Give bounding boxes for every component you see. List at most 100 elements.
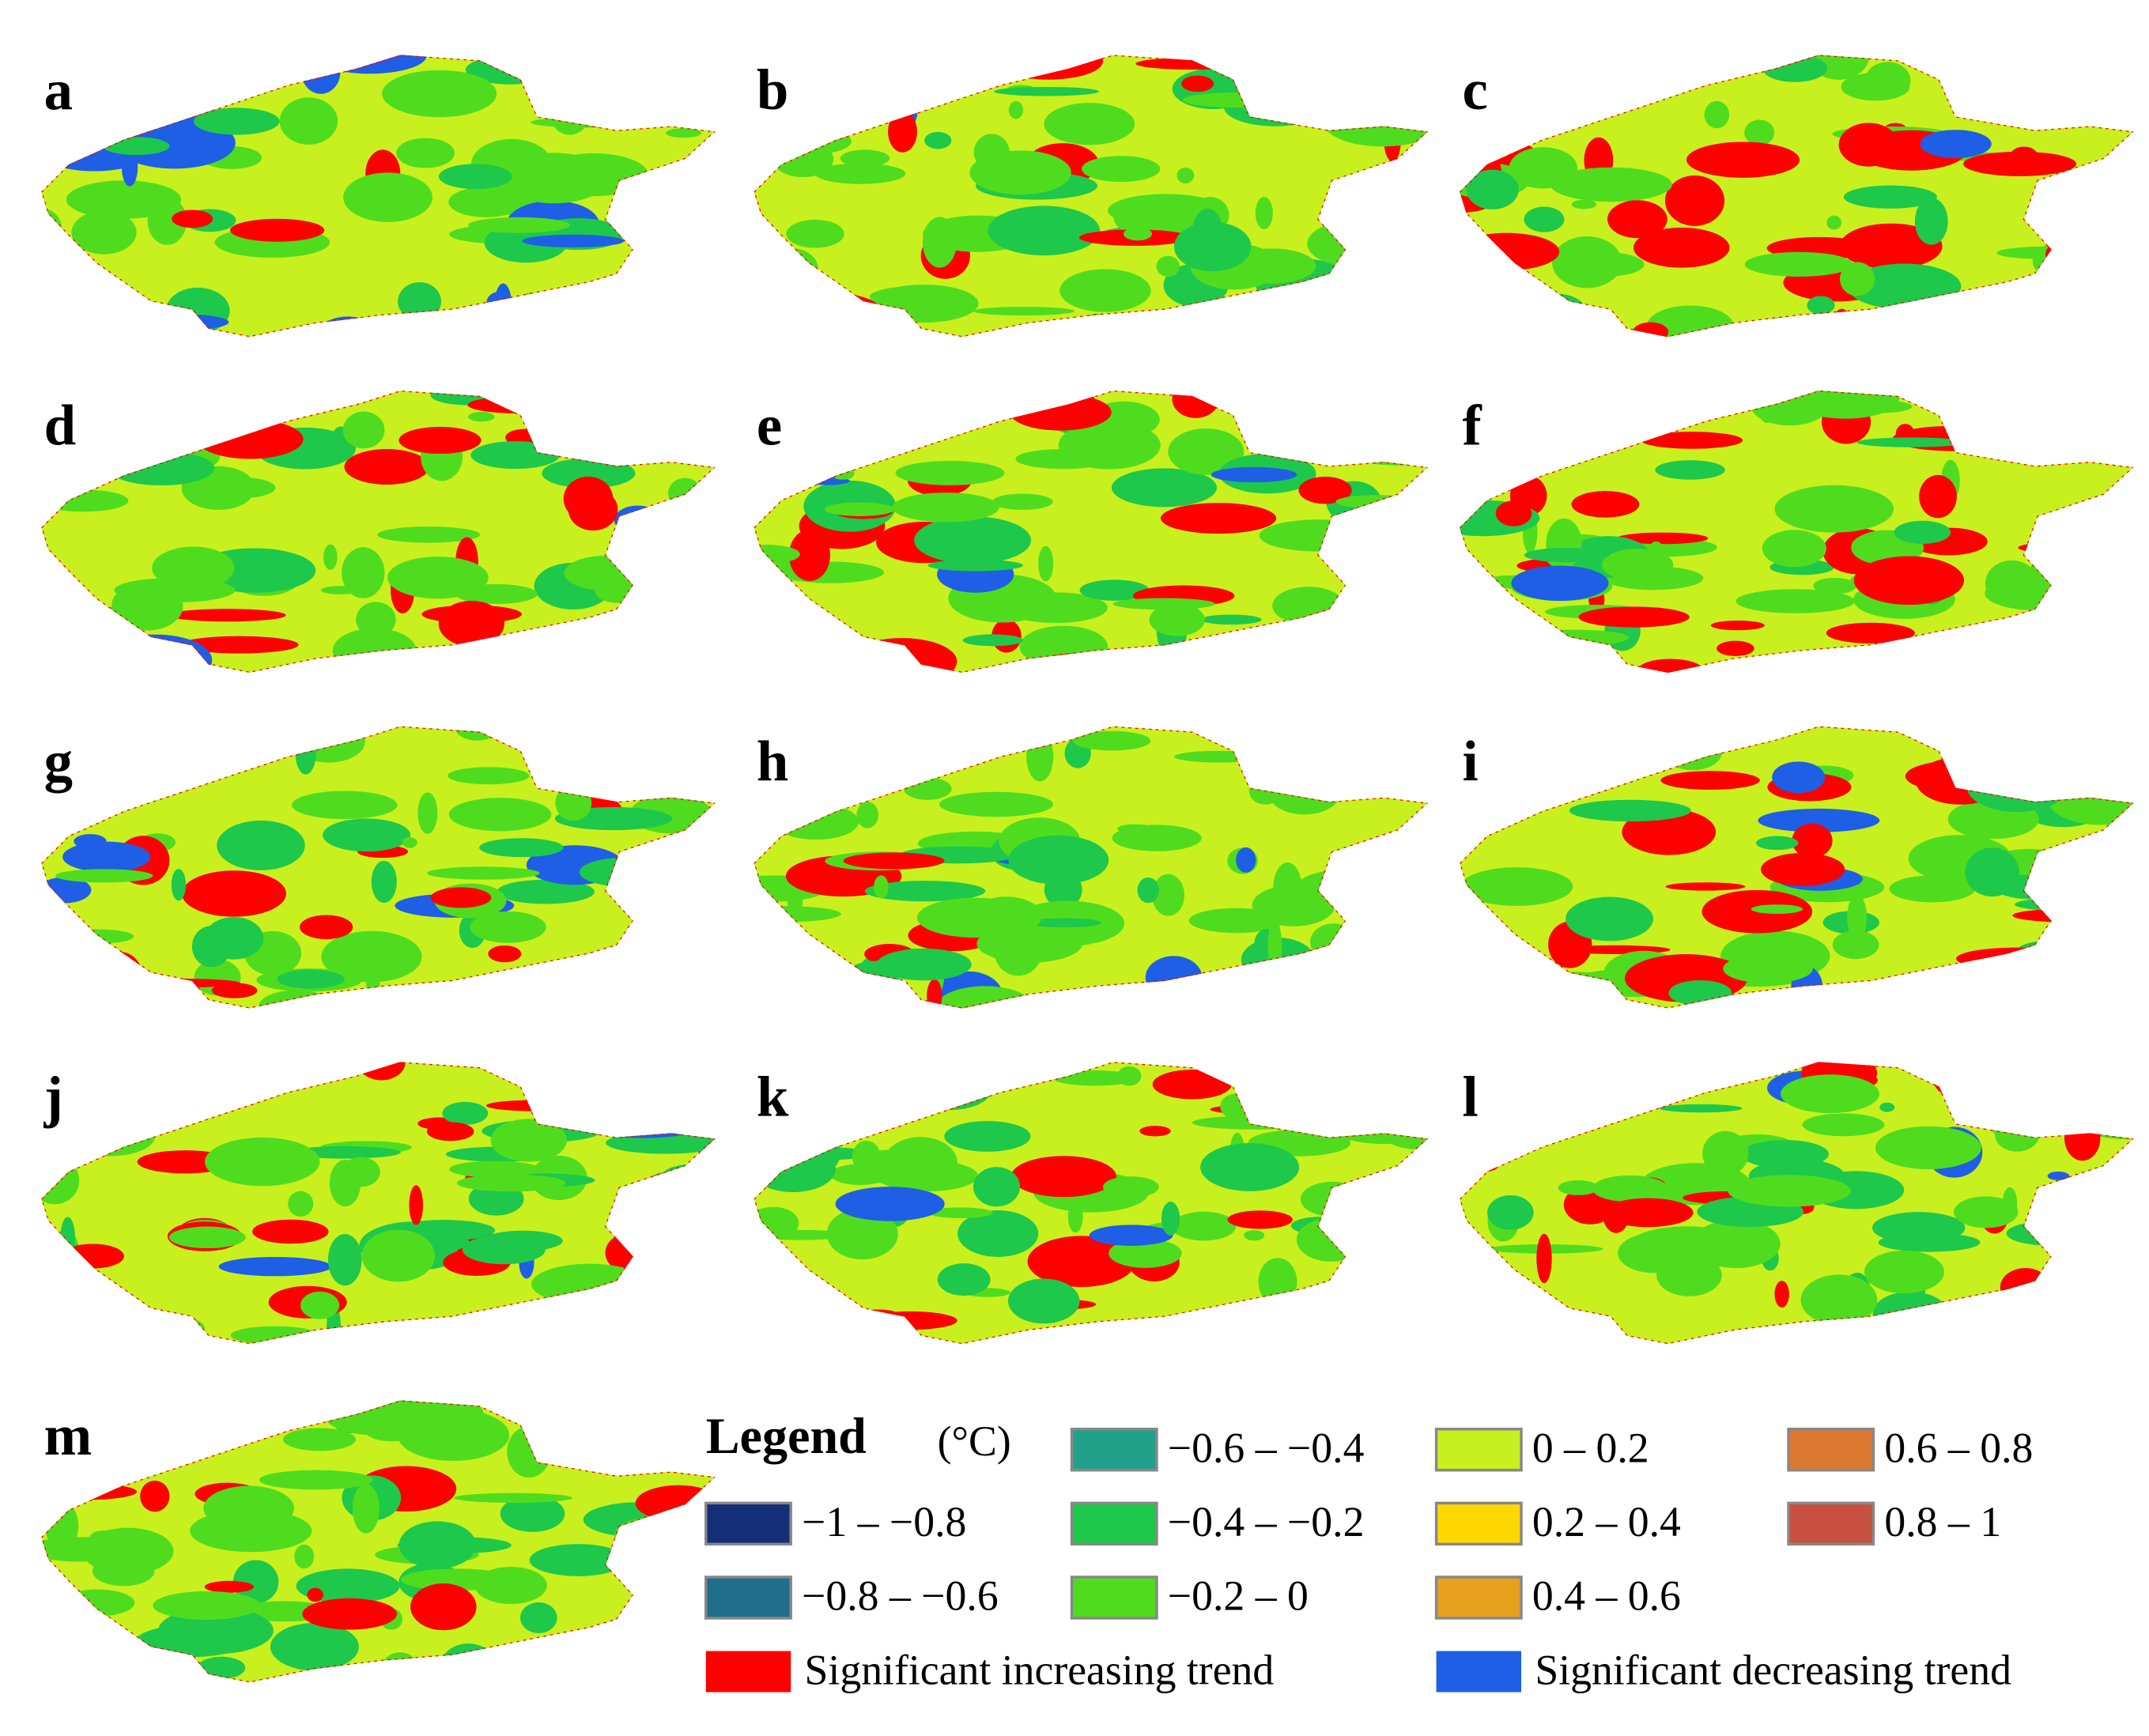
map-patch [753, 545, 800, 564]
map-patch [1751, 904, 1803, 914]
map-patch [1139, 1126, 1171, 1137]
map-patch [753, 792, 786, 815]
map-patch [593, 1428, 622, 1450]
map-patch [41, 1067, 145, 1117]
map-patch [2047, 1171, 2070, 1180]
map [1460, 726, 2134, 1009]
map-patch [1466, 169, 1519, 209]
map-patch [462, 1235, 546, 1265]
map-patch [377, 526, 481, 543]
map-patch [531, 1263, 648, 1305]
map [753, 1062, 1429, 1345]
map-patch [2090, 498, 2134, 544]
map-patch [295, 730, 316, 775]
map-patch [140, 1480, 170, 1512]
map-patch [205, 1137, 320, 1187]
map-patch [398, 1521, 477, 1569]
map-patch [138, 314, 229, 330]
map-patch [753, 285, 810, 296]
map-patch [1258, 1096, 1278, 1126]
map-patch [880, 390, 961, 409]
map-patch [484, 307, 558, 338]
map-patch [1259, 519, 1377, 552]
map-patch [906, 1068, 992, 1111]
map-patch [270, 1622, 359, 1671]
map-patch [2025, 55, 2134, 70]
map-patch [539, 153, 648, 197]
map-patch [1152, 1070, 1232, 1100]
map-patch [863, 406, 931, 418]
panel-label: f [1463, 394, 1482, 458]
map-patch [77, 1092, 164, 1102]
map-patch [2072, 1085, 2134, 1124]
map-patch [892, 492, 999, 523]
panel-label: i [1463, 729, 1479, 793]
map-patch [417, 792, 438, 834]
map [753, 55, 1429, 338]
map-patch [1632, 322, 1669, 338]
map-patch [118, 978, 241, 988]
map-patch [1079, 579, 1150, 601]
map-patch [1350, 514, 1429, 553]
map-patch [1460, 297, 1524, 317]
map-patch [1843, 185, 1937, 209]
map-patch [2025, 266, 2099, 317]
map-patch [1856, 437, 1966, 447]
map-patch [1511, 565, 1609, 602]
map-patch [292, 791, 398, 820]
map-patch [462, 1315, 488, 1338]
map-patch [1280, 765, 1388, 795]
map-patch [612, 975, 716, 1009]
map-patch [1641, 432, 1743, 449]
map-patch [634, 735, 716, 747]
map-patch [753, 798, 817, 828]
map-patch [197, 1656, 246, 1679]
legend-swatch [1434, 1501, 1523, 1546]
map-patch [204, 390, 262, 424]
map-patch [1168, 428, 1244, 475]
map-patch [1702, 1130, 1749, 1176]
map-patch [1536, 1233, 1552, 1284]
map-patch [671, 61, 694, 81]
map-patch [1258, 390, 1291, 398]
map-patch [1375, 974, 1427, 1009]
map-patch [96, 951, 143, 1003]
map-patch [564, 555, 650, 591]
map-patch [994, 86, 1099, 96]
map-patch [1082, 156, 1161, 183]
map-patch [664, 1163, 716, 1182]
map-patch [1962, 305, 2057, 338]
map-patch [651, 261, 712, 281]
map-patch [1717, 640, 1754, 656]
map-patch [2012, 908, 2116, 923]
map-patch [2015, 659, 2039, 670]
map-patch [527, 1406, 642, 1444]
map-patch [1345, 1221, 1399, 1243]
map-patch [858, 1309, 900, 1322]
map-patch [168, 609, 286, 622]
panel-label: h [757, 729, 788, 793]
map-patch [1296, 1217, 1366, 1262]
map-patch [1558, 1180, 1599, 1195]
map-patch [2015, 897, 2133, 911]
map-patch [158, 1606, 274, 1655]
map-patch [430, 390, 506, 406]
map-patch [585, 91, 706, 125]
map-patch [667, 477, 702, 508]
map-patch [1965, 847, 2019, 897]
map-patch [1503, 440, 1563, 453]
map-patch [1565, 896, 1654, 942]
map-patch [114, 577, 236, 603]
map-patch [874, 875, 889, 899]
map-patch [55, 869, 153, 883]
map-patch [995, 55, 1104, 80]
map-patch [1931, 1062, 1977, 1098]
map-patch [442, 1101, 489, 1125]
map-patch [1356, 220, 1429, 266]
map-patch [123, 745, 190, 760]
map-patch [944, 1121, 1031, 1152]
map-patch [1807, 296, 1835, 315]
map-patch [252, 1219, 329, 1244]
map-patch [826, 1208, 898, 1260]
